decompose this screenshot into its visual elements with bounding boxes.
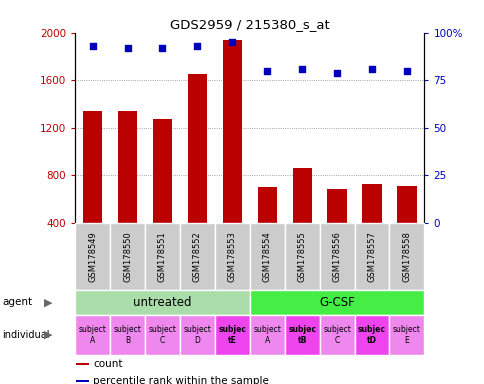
Bar [76, 363, 89, 365]
Bar [319, 223, 354, 290]
Text: subject
A: subject A [78, 325, 106, 345]
Bar [354, 315, 389, 355]
Point [367, 66, 375, 72]
Text: GSM178555: GSM178555 [297, 231, 306, 282]
Bar [145, 315, 180, 355]
Point [298, 66, 305, 72]
Bar [180, 315, 214, 355]
Title: GDS2959 / 215380_s_at: GDS2959 / 215380_s_at [169, 18, 329, 31]
Bar [83, 111, 102, 223]
Text: GSM178551: GSM178551 [158, 231, 166, 282]
Bar [145, 223, 180, 290]
Text: subject
E: subject E [392, 325, 420, 345]
Text: subjec
tD: subjec tD [357, 325, 385, 345]
Bar [180, 223, 214, 290]
Bar [319, 315, 354, 355]
Text: untreated: untreated [133, 296, 191, 309]
Text: GSM178556: GSM178556 [332, 231, 341, 282]
Bar [257, 187, 276, 223]
Text: GSM178549: GSM178549 [88, 231, 97, 282]
Text: percentile rank within the sample: percentile rank within the sample [93, 376, 269, 384]
Point [193, 43, 201, 49]
Text: GSM178550: GSM178550 [123, 231, 132, 282]
Bar [354, 223, 389, 290]
Bar [249, 290, 424, 315]
Bar [214, 315, 249, 355]
Point [402, 68, 410, 74]
Text: GSM178552: GSM178552 [193, 231, 201, 282]
Bar [222, 40, 242, 223]
Bar [284, 223, 319, 290]
Bar [284, 315, 319, 355]
Bar [152, 119, 172, 223]
Point [228, 39, 236, 45]
Bar [187, 74, 207, 223]
Point [123, 45, 131, 51]
Text: ▶: ▶ [44, 297, 53, 308]
Bar [389, 315, 424, 355]
Point [333, 70, 340, 76]
Bar [118, 111, 137, 223]
Text: subject
C: subject C [148, 325, 176, 345]
Bar [110, 223, 145, 290]
Text: subject
B: subject B [113, 325, 141, 345]
Text: subject
C: subject C [322, 325, 350, 345]
Text: GSM178558: GSM178558 [402, 231, 410, 282]
Bar [110, 315, 145, 355]
Text: GSM178554: GSM178554 [262, 231, 271, 282]
Bar [396, 186, 416, 223]
Text: subjec
tE: subjec tE [218, 325, 246, 345]
Bar [76, 380, 89, 382]
Text: G-CSF: G-CSF [318, 296, 354, 309]
Text: GSM178557: GSM178557 [367, 231, 376, 282]
Point [158, 45, 166, 51]
Text: agent: agent [2, 297, 32, 308]
Bar [214, 223, 249, 290]
Bar [249, 223, 284, 290]
Text: subjec
tB: subjec tB [287, 325, 316, 345]
Bar [249, 315, 284, 355]
Bar [327, 189, 346, 223]
Text: subject
A: subject A [253, 325, 281, 345]
Bar [75, 290, 249, 315]
Bar [75, 223, 110, 290]
Text: GSM178553: GSM178553 [227, 231, 236, 282]
Point [263, 68, 271, 74]
Text: subject
D: subject D [183, 325, 211, 345]
Bar [75, 315, 110, 355]
Text: count: count [93, 359, 123, 369]
Bar [389, 223, 424, 290]
Text: ▶: ▶ [44, 330, 53, 340]
Point [89, 43, 96, 49]
Bar [362, 184, 381, 223]
Bar [292, 168, 311, 223]
Text: individual: individual [2, 330, 50, 340]
